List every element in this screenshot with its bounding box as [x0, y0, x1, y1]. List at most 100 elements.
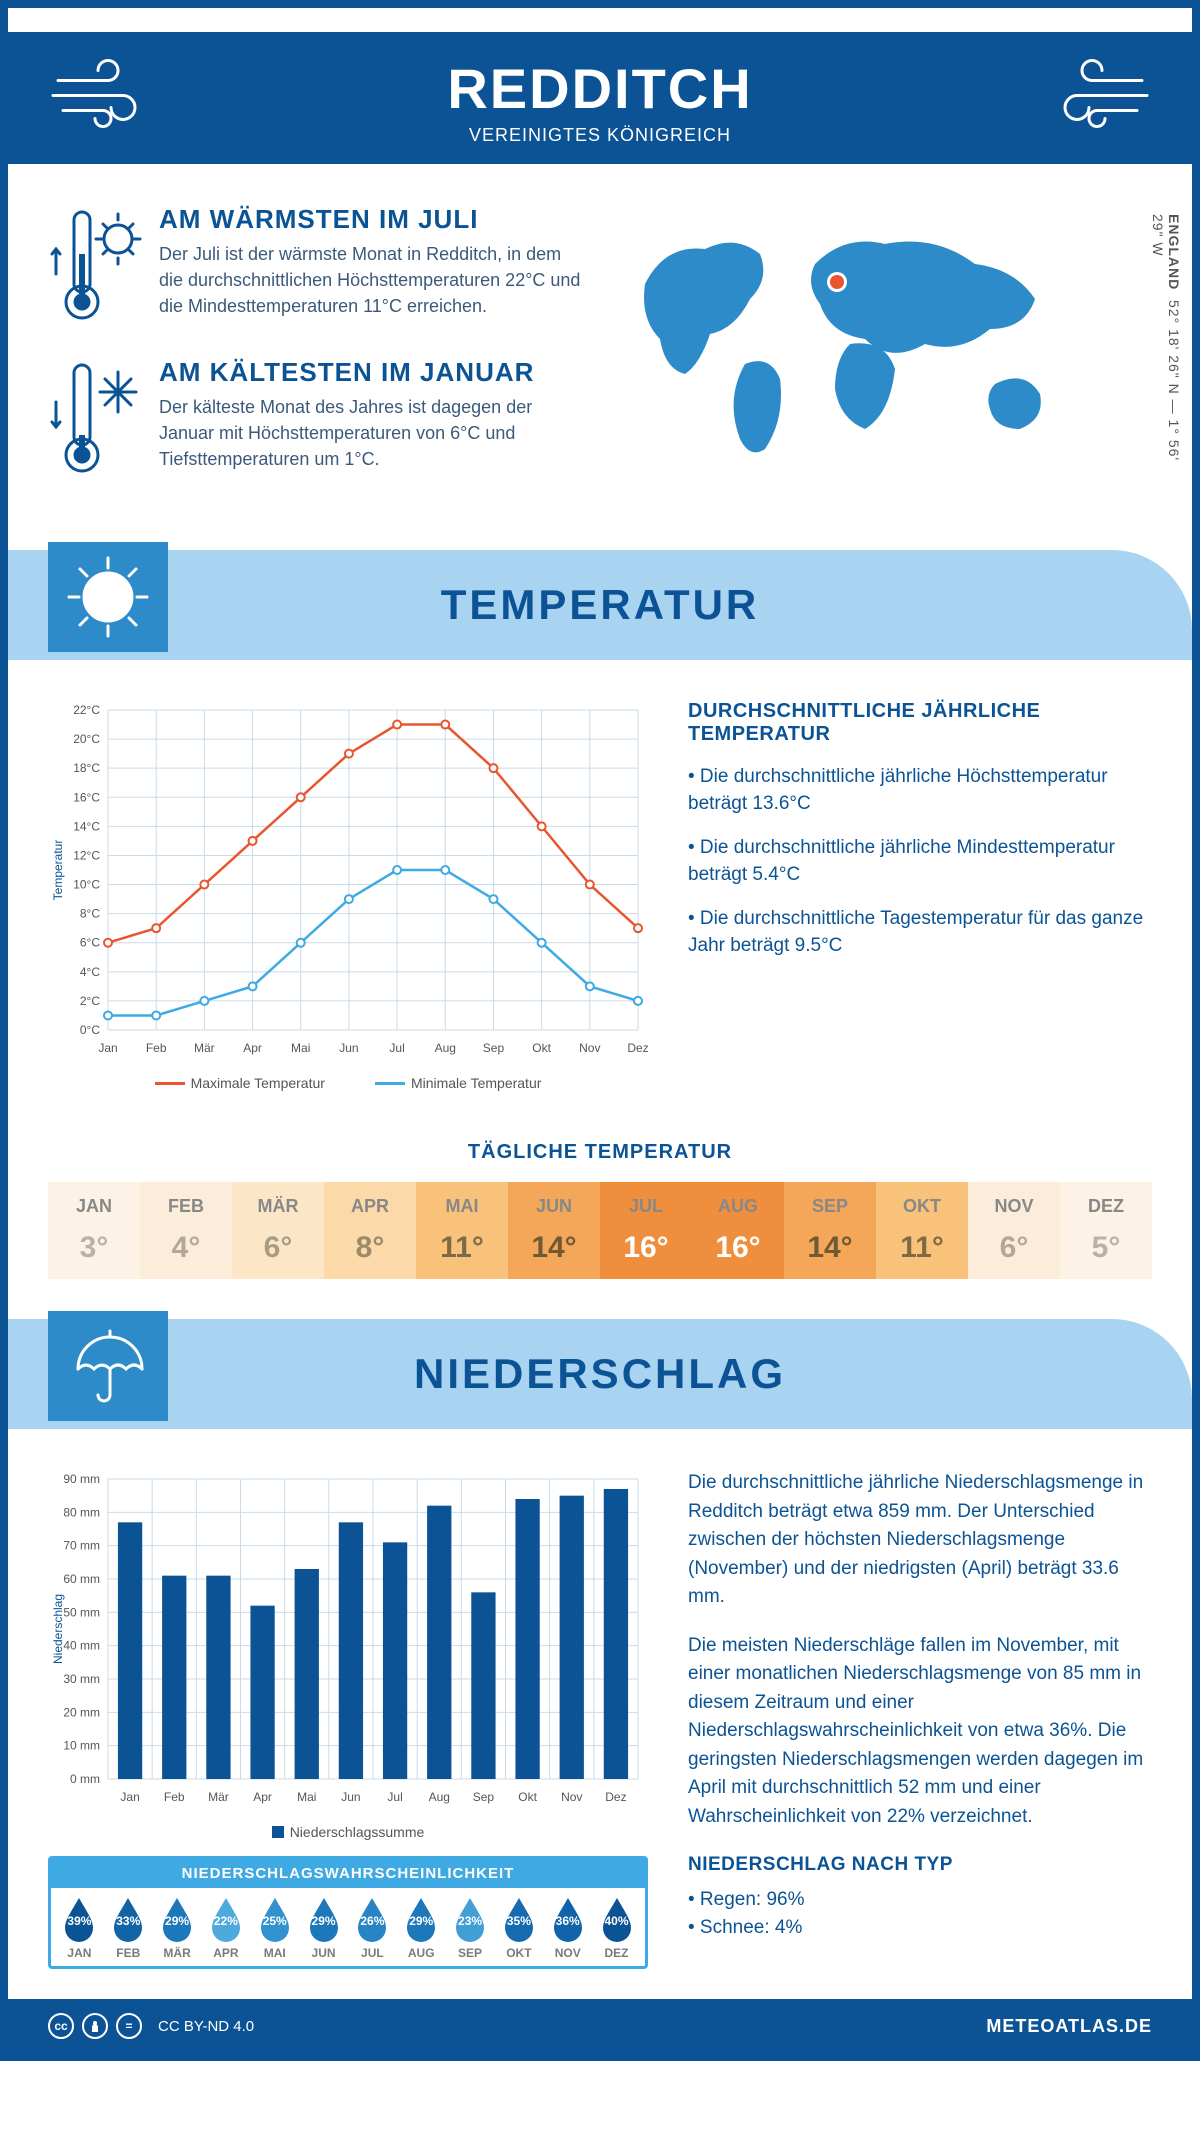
- svg-text:Apr: Apr: [243, 1041, 262, 1055]
- precipitation-section-header: NIEDERSCHLAG: [8, 1319, 1192, 1429]
- thermometer-cold-icon: [48, 357, 143, 482]
- daily-month: MÄR: [232, 1196, 324, 1217]
- precip-type-line: • Regen: 96%: [688, 1886, 1152, 1915]
- svg-text:6°C: 6°C: [80, 936, 100, 950]
- prob-month: OKT: [494, 1946, 543, 1960]
- prob-month: JAN: [55, 1946, 104, 1960]
- daily-month: JUL: [600, 1196, 692, 1217]
- prob-month: MAI: [250, 1946, 299, 1960]
- prob-cell: 29%AUG: [397, 1896, 446, 1960]
- svg-text:Jun: Jun: [339, 1041, 358, 1055]
- warmest-text: Der Juli ist der wärmste Monat in Reddit…: [159, 241, 585, 319]
- daily-value: 4°: [140, 1231, 232, 1265]
- prob-cell: 29%JUN: [299, 1896, 348, 1960]
- svg-text:14°C: 14°C: [73, 819, 100, 833]
- temperature-legend: Maximale Temperatur Minimale Temperatur: [48, 1075, 648, 1091]
- svg-text:22°C: 22°C: [73, 703, 100, 717]
- prob-month: FEB: [104, 1946, 153, 1960]
- svg-text:30 mm: 30 mm: [63, 1672, 100, 1686]
- precip-paragraph-1: Die durchschnittliche jährliche Niedersc…: [688, 1469, 1152, 1612]
- svg-text:Jul: Jul: [387, 1790, 402, 1804]
- prob-month: JUN: [299, 1946, 348, 1960]
- svg-text:12°C: 12°C: [73, 848, 100, 862]
- raindrop-icon: 35%: [501, 1896, 537, 1942]
- svg-text:Jul: Jul: [389, 1041, 404, 1055]
- svg-text:50 mm: 50 mm: [63, 1605, 100, 1619]
- site-name: METEOATLAS.DE: [986, 2016, 1152, 2037]
- prob-cell: 33%FEB: [104, 1896, 153, 1960]
- temp-info-title: DURCHSCHNITTLICHE JÄHRLICHE TEMPERATUR: [688, 700, 1152, 746]
- svg-text:Mai: Mai: [297, 1790, 316, 1804]
- daily-value: 8°: [324, 1231, 416, 1265]
- prob-month: JUL: [348, 1946, 397, 1960]
- daily-month: DEZ: [1060, 1196, 1152, 1217]
- daily-value: 3°: [48, 1231, 140, 1265]
- daily-month: FEB: [140, 1196, 232, 1217]
- svg-text:Okt: Okt: [518, 1790, 537, 1804]
- daily-cell: JUN14°: [508, 1182, 600, 1279]
- svg-text:70 mm: 70 mm: [63, 1539, 100, 1553]
- prob-month: SEP: [446, 1946, 495, 1960]
- svg-text:Temperatur: Temperatur: [51, 840, 65, 901]
- daily-month: NOV: [968, 1196, 1060, 1217]
- precip-type-line: • Schnee: 4%: [688, 1914, 1152, 1943]
- svg-text:4°C: 4°C: [80, 965, 100, 979]
- sun-icon: [48, 542, 168, 652]
- coldest-text: Der kälteste Monat des Jahres ist dagege…: [159, 394, 585, 472]
- prob-cell: 36% NOV: [543, 1896, 592, 1960]
- raindrop-icon: 23%: [452, 1896, 488, 1942]
- warmest-title: AM WÄRMSTEN IM JULI: [159, 204, 585, 235]
- precipitation-legend: Niederschlagssumme: [48, 1824, 648, 1840]
- svg-text:Apr: Apr: [253, 1790, 272, 1804]
- daily-month: AUG: [692, 1196, 784, 1217]
- daily-cell: JUL 16°: [600, 1182, 692, 1279]
- svg-text:Sep: Sep: [473, 1790, 495, 1804]
- umbrella-icon: [48, 1311, 168, 1421]
- svg-text:90 mm: 90 mm: [63, 1472, 100, 1486]
- prob-month: AUG: [397, 1946, 446, 1960]
- precipitation-heading: NIEDERSCHLAG: [414, 1350, 786, 1398]
- prob-cell: 23% SEP: [446, 1896, 495, 1960]
- raindrop-icon: 36%: [550, 1896, 586, 1942]
- precipitation-bar-chart: 0 mm10 mm20 mm30 mm40 mm50 mm60 mm70 mm8…: [48, 1469, 648, 1809]
- prob-month: NOV: [543, 1946, 592, 1960]
- coordinates: ENGLAND 52° 18' 26" N — 1° 56' 29" W: [1150, 214, 1182, 469]
- svg-text:20 mm: 20 mm: [63, 1705, 100, 1719]
- footer: cc = CC BY-ND 4.0 METEOATLAS.DE: [8, 1999, 1192, 2053]
- raindrop-icon: 40%: [599, 1896, 635, 1942]
- svg-text:0 mm: 0 mm: [70, 1772, 100, 1786]
- prob-month: MÄR: [153, 1946, 202, 1960]
- raindrop-icon: 26%: [354, 1896, 390, 1942]
- svg-text:18°C: 18°C: [73, 761, 100, 775]
- nd-icon: =: [116, 2013, 142, 2039]
- daily-value: 16°: [600, 1231, 692, 1265]
- svg-text:0°C: 0°C: [80, 1023, 100, 1037]
- svg-text:10 mm: 10 mm: [63, 1739, 100, 1753]
- temp-info-bullet: • Die durchschnittliche jährliche Mindes…: [688, 835, 1152, 888]
- daily-value: 14°: [784, 1231, 876, 1265]
- daily-month: APR: [324, 1196, 416, 1217]
- svg-text:Jan: Jan: [120, 1790, 139, 1804]
- warmest-block: AM WÄRMSTEN IM JULI Der Juli ist der wär…: [48, 204, 585, 329]
- prob-cell: 40% DEZ: [592, 1896, 641, 1960]
- prob-month: DEZ: [592, 1946, 641, 1960]
- svg-text:2°C: 2°C: [80, 994, 100, 1008]
- daily-month: JUN: [508, 1196, 600, 1217]
- daily-cell: AUG16°: [692, 1182, 784, 1279]
- daily-cell: MÄR 6°: [232, 1182, 324, 1279]
- daily-cell: OKT11°: [876, 1182, 968, 1279]
- daily-value: 6°: [968, 1231, 1060, 1265]
- daily-value: 6°: [232, 1231, 324, 1265]
- svg-text:Dez: Dez: [627, 1041, 648, 1055]
- city-title: REDDITCH: [8, 56, 1192, 121]
- temperature-section-header: TEMPERATUR: [8, 550, 1192, 660]
- daily-temp-title: TÄGLICHE TEMPERATUR: [48, 1141, 1152, 1164]
- temp-info-bullet: • Die durchschnittliche Tagestemperatur …: [688, 906, 1152, 959]
- svg-text:Jan: Jan: [98, 1041, 117, 1055]
- prob-cell: 25%MAI: [250, 1896, 299, 1960]
- daily-cell: MAI11°: [416, 1182, 508, 1279]
- svg-text:60 mm: 60 mm: [63, 1572, 100, 1586]
- temp-info-bullet: • Die durchschnittliche jährliche Höchst…: [688, 764, 1152, 817]
- daily-value: 11°: [416, 1231, 508, 1265]
- by-icon: [82, 2013, 108, 2039]
